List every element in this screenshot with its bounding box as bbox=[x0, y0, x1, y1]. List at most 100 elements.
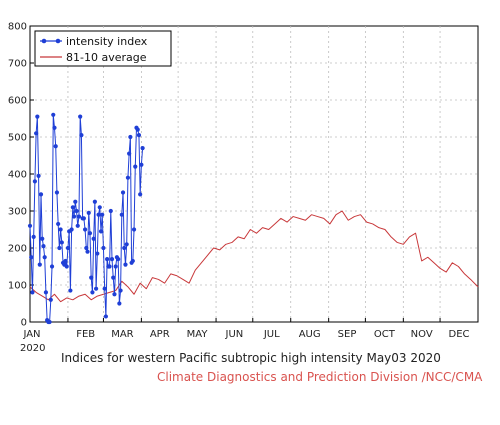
data-point-intensity bbox=[59, 240, 64, 245]
data-point-intensity bbox=[87, 231, 93, 236]
x-tick-label: AUG bbox=[299, 329, 321, 340]
x-tick-label: JUN bbox=[225, 329, 244, 340]
data-point-intensity bbox=[133, 164, 138, 169]
data-point-intensity bbox=[119, 212, 124, 217]
data-point-intensity bbox=[41, 244, 46, 249]
data-point-intensity bbox=[51, 112, 56, 117]
data-point-intensity bbox=[113, 264, 118, 269]
data-point-intensity bbox=[97, 205, 102, 210]
legend-label-average: 81-10 average bbox=[66, 51, 147, 64]
x-tick-label: NOV bbox=[411, 329, 433, 340]
legend-marker-index bbox=[41, 38, 47, 44]
chart-caption: Indices for western Pacific subtropic hi… bbox=[61, 351, 441, 365]
data-point-intensity bbox=[135, 127, 140, 132]
data-point-intensity bbox=[40, 236, 45, 241]
data-point-intensity bbox=[98, 229, 104, 234]
data-point-intensity bbox=[89, 275, 94, 280]
data-point-intensity bbox=[71, 214, 77, 219]
data-point-intensity bbox=[57, 245, 62, 251]
data-point-intensity bbox=[36, 173, 41, 178]
y-tick-label: 100 bbox=[8, 281, 27, 292]
data-point-intensity bbox=[93, 286, 99, 291]
data-point-intensity bbox=[116, 257, 121, 262]
data-point-intensity bbox=[138, 192, 143, 197]
data-point-intensity bbox=[139, 162, 144, 167]
data-point-intensity bbox=[27, 223, 33, 228]
data-point-intensity bbox=[52, 125, 57, 130]
data-point-intensity bbox=[56, 221, 61, 227]
data-point-intensity bbox=[69, 227, 74, 232]
y-tick-label: 400 bbox=[8, 170, 27, 181]
x-tick-label: SEP bbox=[338, 329, 357, 340]
data-point-intensity bbox=[117, 301, 122, 306]
data-point-intensity bbox=[136, 133, 142, 138]
data-point-intensity bbox=[130, 258, 135, 264]
data-point-intensity bbox=[75, 223, 80, 228]
x-tick-label: FEB bbox=[76, 329, 95, 340]
data-point-intensity bbox=[37, 262, 42, 267]
data-point-intensity bbox=[124, 242, 129, 247]
x-tick-label: JUL bbox=[263, 329, 280, 340]
y-tick-label: 700 bbox=[8, 59, 27, 70]
data-point-intensity bbox=[58, 227, 63, 232]
data-point-intensity bbox=[103, 314, 108, 319]
data-point-intensity bbox=[125, 175, 131, 180]
data-point-intensity bbox=[118, 288, 123, 293]
data-point-intensity bbox=[47, 319, 52, 325]
data-point-intensity bbox=[49, 264, 55, 269]
data-point-intensity bbox=[54, 190, 60, 195]
data-point-intensity bbox=[64, 264, 69, 269]
data-point-intensity bbox=[91, 236, 96, 241]
data-point-intensity bbox=[127, 151, 132, 156]
data-point-intensity bbox=[101, 245, 106, 251]
data-point-intensity bbox=[79, 133, 84, 138]
grid bbox=[30, 26, 478, 322]
data-point-intensity bbox=[102, 286, 107, 291]
data-point-intensity bbox=[81, 216, 86, 221]
data-point-intensity bbox=[85, 249, 90, 254]
data-point-intensity bbox=[38, 192, 44, 197]
data-point-intensity bbox=[76, 214, 82, 219]
data-point-intensity bbox=[128, 134, 133, 140]
y-tick-label: 600 bbox=[8, 96, 27, 107]
data-point-intensity bbox=[95, 251, 100, 256]
data-point-intensity bbox=[92, 199, 97, 204]
x-tick-label: MAR bbox=[111, 329, 133, 340]
legend-box bbox=[34, 30, 172, 67]
y-tick-label: 300 bbox=[8, 207, 27, 218]
data-point-intensity bbox=[53, 144, 58, 149]
data-point-intensity bbox=[74, 208, 79, 214]
data-point-intensity bbox=[122, 245, 127, 251]
y-axis-ticks: 0 100 200 300 400 500 600 700 800 bbox=[8, 22, 34, 329]
legend-marker-index bbox=[55, 38, 61, 44]
data-point-intensity bbox=[35, 114, 40, 119]
data-point-intensity bbox=[32, 179, 37, 184]
y-tick-label: 800 bbox=[8, 22, 27, 33]
series-intensity-index bbox=[27, 112, 145, 325]
y-tick-label: 0 bbox=[21, 318, 27, 329]
data-point-intensity bbox=[112, 292, 117, 297]
legend-label-index: intensity index bbox=[66, 35, 148, 48]
data-point-intensity bbox=[31, 234, 36, 239]
data-point-intensity bbox=[111, 275, 116, 280]
y-tick-label: 200 bbox=[8, 244, 27, 255]
data-point-intensity bbox=[65, 245, 71, 251]
chart-credit: Climate Diagnostics and Prediction Divis… bbox=[157, 370, 483, 384]
year-label: 2020 bbox=[20, 343, 45, 354]
data-point-intensity bbox=[86, 210, 91, 215]
data-point-intensity bbox=[100, 212, 105, 217]
data-point-intensity bbox=[96, 212, 101, 217]
data-point-intensity bbox=[109, 257, 115, 262]
data-point-intensity bbox=[73, 199, 78, 204]
x-axis-ticks: JAN FEB MAR APR MAY JUN JUL AUG SEP OCT NOV DEC bbox=[22, 318, 470, 340]
data-point-intensity bbox=[42, 255, 47, 260]
data-point-intensity bbox=[82, 227, 88, 232]
x-tick-label: DEC bbox=[449, 329, 470, 340]
data-point-intensity bbox=[107, 264, 112, 269]
data-point-intensity bbox=[120, 190, 126, 195]
data-point-intensity bbox=[68, 288, 73, 293]
data-point-intensity bbox=[70, 205, 75, 210]
data-point-intensity bbox=[105, 257, 110, 262]
data-point-intensity bbox=[48, 297, 53, 302]
